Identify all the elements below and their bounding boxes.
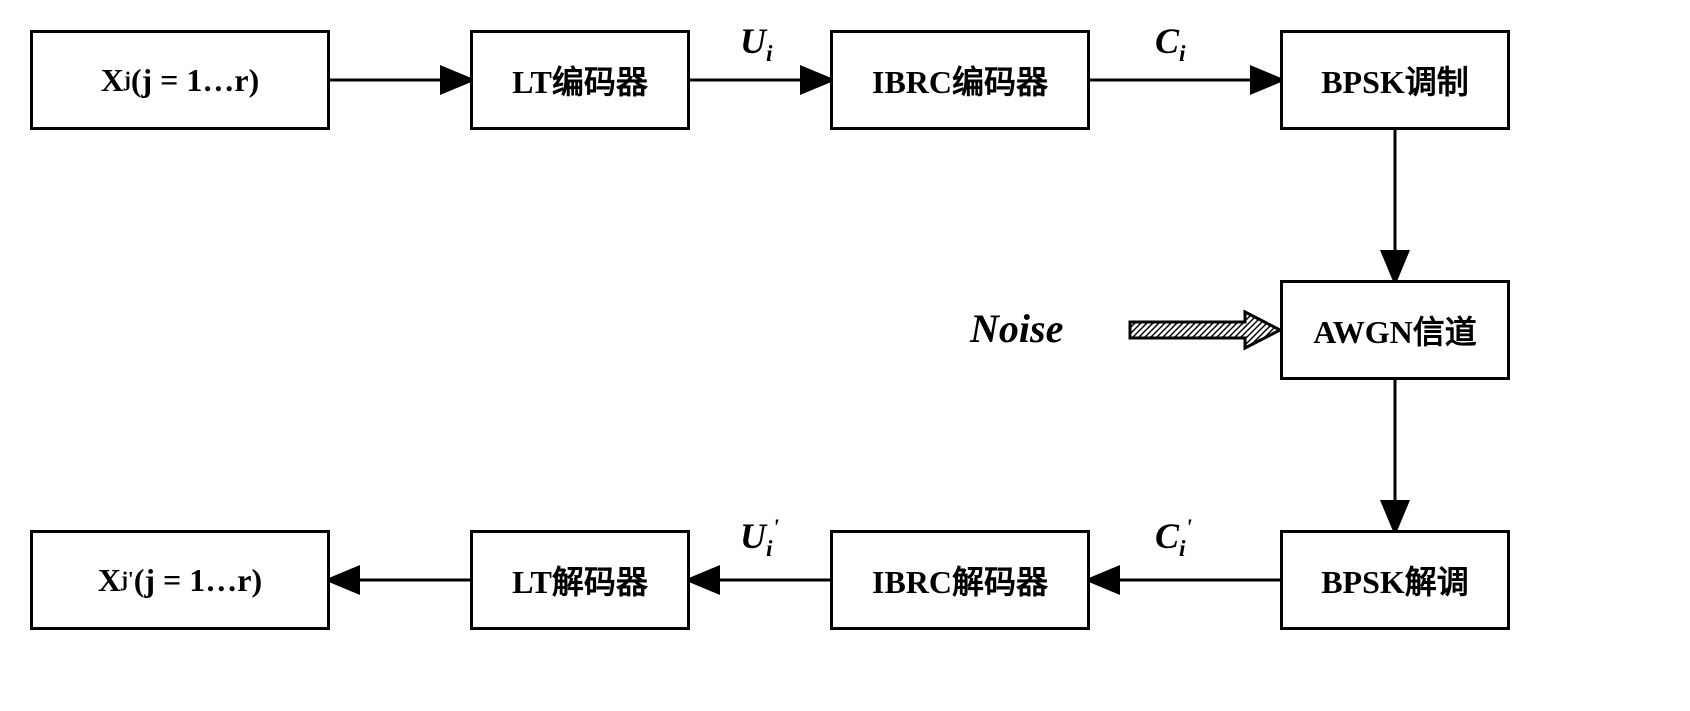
node-n7: IBRC解码器: [830, 530, 1090, 630]
node-n8: LT解码器: [470, 530, 690, 630]
noise-label: Noise: [970, 305, 1063, 352]
node-n5: AWGN信道: [1280, 280, 1510, 380]
edge-label-5: Ci': [1155, 515, 1192, 563]
node-n3: IBRC编码器: [830, 30, 1090, 130]
node-n6: BPSK解调: [1280, 530, 1510, 630]
noise-arrow: [1130, 312, 1280, 348]
node-n2: LT编码器: [470, 30, 690, 130]
node-n1: Xj(j = 1…r): [30, 30, 330, 130]
node-n4: BPSK调制: [1280, 30, 1510, 130]
edge-label-2: Ci: [1155, 20, 1186, 68]
node-n9: Xj'(j = 1…r): [30, 530, 330, 630]
edge-label-6: Ui': [740, 515, 779, 563]
edge-label-1: Ui: [740, 20, 773, 68]
